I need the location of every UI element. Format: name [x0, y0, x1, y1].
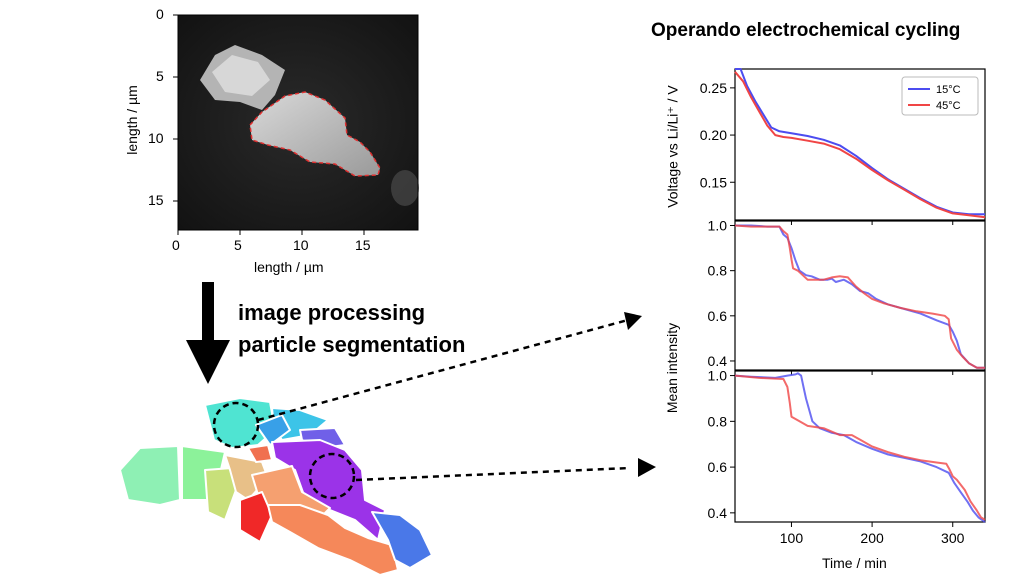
y-tick-label: 1.0 — [708, 368, 728, 384]
pointer-arrow-1-head — [624, 312, 642, 330]
series-line-15c — [735, 224, 985, 369]
series-line-45c — [734, 71, 986, 219]
series-line-45c — [734, 374, 986, 521]
legend-label: 15°C — [936, 84, 961, 96]
series-line-45c — [734, 224, 985, 369]
pointer-arrow-2-line — [355, 466, 631, 482]
y-tick-label: 0.20 — [700, 127, 727, 143]
x-tick-label: 100 — [780, 530, 804, 546]
y-tick-label: 0.8 — [708, 263, 728, 279]
segment-blue — [371, 511, 433, 569]
segment-orange-red-small — [247, 444, 273, 463]
bright-crystal-facet — [212, 55, 270, 96]
y-tick-label: 0.8 — [708, 413, 728, 429]
y-tick-label: 0.25 — [700, 80, 727, 96]
image-ytick-label: 15 — [148, 192, 164, 208]
pointer-arrow-2-head — [638, 458, 656, 477]
segment-light-green — [119, 445, 181, 506]
plot-frame — [734, 220, 986, 371]
image-ytick-label: 5 — [156, 68, 164, 84]
plot-frame — [734, 68, 986, 221]
selection-circle-1 — [212, 401, 260, 449]
y-tick-label: 1.0 — [708, 218, 728, 234]
segment-light-blue — [255, 414, 291, 446]
image-frame — [177, 14, 419, 231]
chart-title: Operando electrochemical cycling — [651, 20, 961, 41]
selected-particle-outline — [249, 91, 381, 177]
y-tick-label: 0.15 — [700, 174, 727, 190]
image-y-ticks — [173, 14, 178, 202]
image-x-ticks — [177, 230, 365, 235]
y-tick-label: 0.4 — [708, 505, 728, 521]
step-image-processing: image processing — [238, 300, 426, 325]
step-particle-segmentation: particle segmentation — [238, 332, 466, 357]
image-ytick-label: 0 — [156, 6, 164, 22]
y-tick-label: 0.4 — [708, 353, 728, 369]
down-arrow-head — [186, 340, 230, 384]
y-tick-label: 0.6 — [708, 308, 728, 324]
series-line-15c — [734, 372, 986, 523]
intensity-ylabel: Mean intensity — [664, 322, 680, 414]
image-xtick-label: 10 — [293, 237, 309, 253]
voltage-ylabel: Voltage vs Li/Li⁺ / V — [664, 85, 681, 208]
image-xtick-label: 0 — [172, 237, 180, 253]
down-arrow-shaft — [202, 282, 214, 342]
faint-particle — [391, 170, 419, 206]
legend-label: 45°C — [936, 100, 961, 112]
segment-orange — [267, 504, 399, 576]
image-xtick-label: 5 — [234, 237, 242, 253]
x-tick-label: 200 — [860, 530, 884, 546]
x-tick-label: 300 — [941, 530, 965, 546]
segment-red — [239, 491, 273, 543]
segment-yellow-green — [204, 467, 237, 521]
pointer-arrow-1-line — [257, 318, 629, 422]
image-ytick-label: 10 — [148, 130, 164, 146]
image-xlabel: length / µm — [254, 259, 324, 275]
plot-frame — [734, 370, 986, 523]
y-tick-label: 0.6 — [708, 459, 728, 475]
image-xtick-label: 15 — [355, 237, 371, 253]
selection-circle-2 — [308, 452, 356, 500]
time-xlabel: Time / min — [822, 555, 887, 571]
